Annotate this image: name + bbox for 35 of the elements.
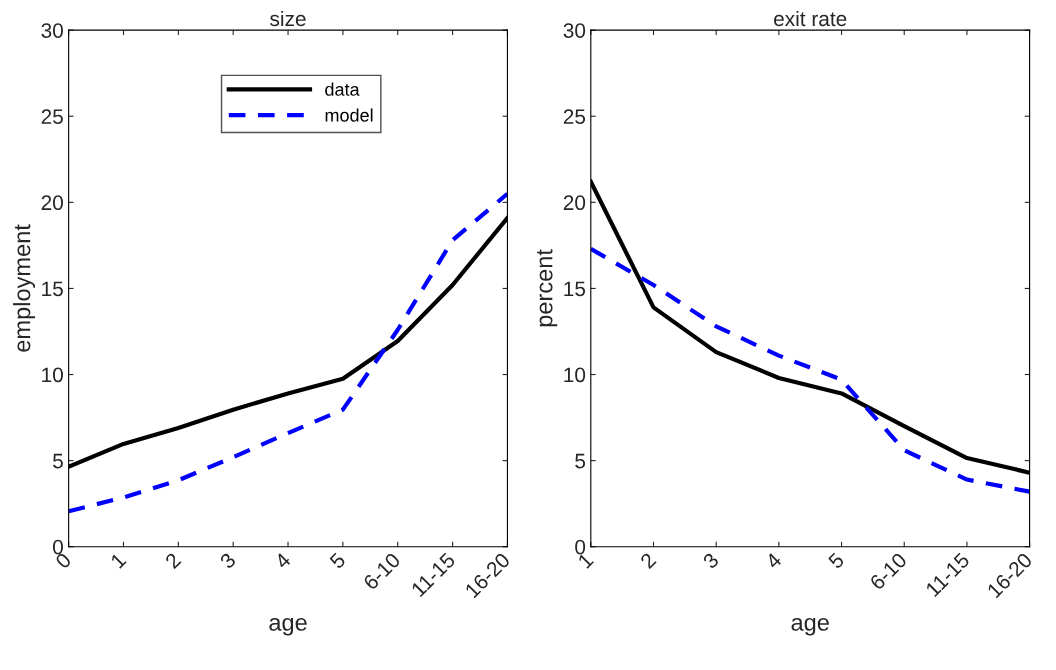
chart-title: exit rate bbox=[774, 10, 847, 27]
y-tick-label: 0 bbox=[53, 539, 63, 555]
y-tick-label: 30 bbox=[563, 23, 586, 38]
y-tick-label: 5 bbox=[575, 453, 586, 469]
x-tick-label: 1 bbox=[110, 552, 127, 569]
x-tick-label: 4 bbox=[273, 551, 292, 570]
y-tick-label: 15 bbox=[564, 281, 586, 297]
y-tick-label: 5 bbox=[53, 453, 63, 469]
y-tick-label: 25 bbox=[563, 109, 586, 124]
line-series bbox=[590, 246, 1030, 494]
x-tick-label: 4 bbox=[764, 551, 783, 570]
y-axis-title: percent bbox=[537, 249, 558, 327]
y-tick-label: 15 bbox=[42, 281, 63, 297]
legend-label: data bbox=[325, 82, 360, 96]
y-tick-label: 20 bbox=[563, 195, 586, 211]
chart-title: size bbox=[270, 10, 306, 27]
y-tick-label: 0 bbox=[575, 539, 586, 555]
x-tick-label: 6-10 bbox=[362, 551, 402, 591]
x-axis-title: age bbox=[269, 617, 307, 636]
line-series bbox=[68, 191, 508, 514]
y-axis-title: employment bbox=[13, 224, 36, 352]
y-tick-label: 10 bbox=[564, 367, 586, 383]
x-tick-label: 2 bbox=[164, 552, 182, 570]
x-tick-label: 3 bbox=[219, 552, 237, 570]
x-axis-title: age bbox=[791, 617, 829, 636]
legend-label: model bbox=[325, 108, 373, 122]
x-tick-label: 3 bbox=[702, 552, 720, 570]
y-tick-label: 10 bbox=[42, 367, 63, 383]
x-tick-label: 6-10 bbox=[869, 551, 908, 591]
y-tick-label: 20 bbox=[41, 195, 63, 211]
y-tick-label: 30 bbox=[41, 23, 63, 38]
x-tick-label: 5 bbox=[827, 552, 845, 570]
x-tick-label: 5 bbox=[328, 552, 347, 570]
y-tick-label: 25 bbox=[41, 109, 63, 124]
x-tick-label: 2 bbox=[639, 552, 657, 570]
